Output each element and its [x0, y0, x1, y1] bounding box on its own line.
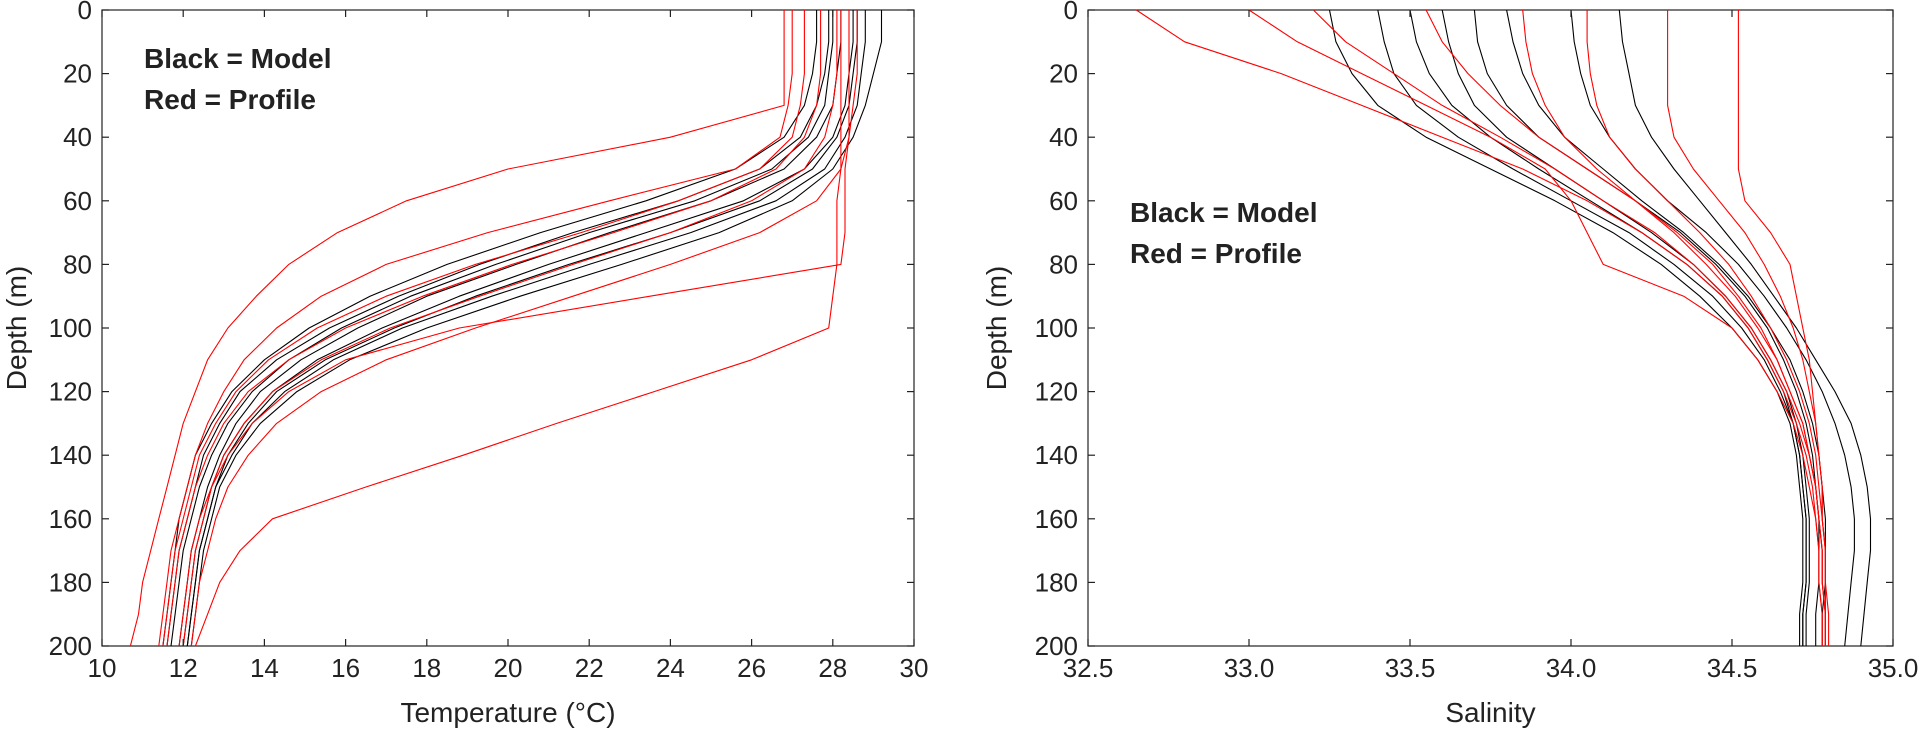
series-line-2-16	[1586, 10, 1830, 646]
y-tick-label: 140	[49, 440, 92, 470]
annotation-model: Black = Model	[1130, 197, 1318, 228]
y-tick-label: 0	[1064, 0, 1078, 25]
annotation-model: Black = Model	[144, 43, 332, 74]
y-tick-label: 180	[49, 567, 92, 597]
plot-frame-2	[1087, 9, 1894, 647]
annotation-profile: Red = Profile	[1130, 238, 1302, 269]
y-tick-label: 200	[1035, 631, 1078, 661]
y-tick-label: 0	[78, 0, 92, 25]
series-line-1-15	[194, 10, 842, 647]
y-tick-label: 40	[63, 122, 92, 152]
x-tick-label: 30	[900, 653, 929, 683]
series-line-2-1	[1441, 9, 1810, 646]
series-line-1-13	[129, 10, 785, 647]
y-tick-label: 20	[1049, 59, 1078, 89]
x-tick-label: 18	[412, 653, 441, 683]
x-tick-label: 35.0	[1868, 653, 1919, 683]
series-line-2-6	[1473, 9, 1820, 646]
y-tick-label: 120	[49, 377, 92, 407]
y-tick-label: 100	[1035, 313, 1078, 343]
x-tick-label: 20	[494, 653, 523, 683]
x-tick-label: 22	[575, 653, 604, 683]
x-tick-label: 10	[88, 653, 117, 683]
y-tick-label: 180	[1035, 567, 1078, 597]
series-line-1-6	[190, 10, 883, 647]
series-line-2-8	[1409, 9, 1807, 646]
series-line-1-8	[186, 10, 858, 647]
y-tick-label: 160	[1035, 504, 1078, 534]
y-tick-label: 160	[49, 504, 92, 534]
x-tick-label: 16	[331, 653, 360, 683]
x-tick-label: 24	[656, 653, 685, 683]
y-tick-label: 40	[1049, 122, 1078, 152]
series-line-2-9	[1135, 9, 1823, 646]
x-axis-label: Temperature (°C)	[400, 697, 615, 728]
series-line-2-7	[1618, 9, 1872, 647]
y-tick-label: 60	[63, 186, 92, 216]
y-tick-label: 140	[1035, 440, 1078, 470]
series-line-1-16	[166, 10, 822, 647]
series-line-1-14	[190, 10, 858, 647]
y-axis-label: Depth (m)	[981, 266, 1012, 390]
y-tick-label: 20	[63, 59, 92, 89]
x-axis-label: Salinity	[1445, 697, 1535, 728]
x-tick-label: 14	[250, 653, 279, 683]
y-tick-label: 60	[1049, 186, 1078, 216]
y-tick-label: 200	[49, 631, 92, 661]
series-line-2-13	[1667, 10, 1826, 646]
x-tick-label: 28	[818, 653, 847, 683]
x-tick-label: 33.0	[1224, 653, 1275, 683]
x-tick-label: 32.5	[1063, 653, 1114, 683]
y-tick-label: 120	[1035, 377, 1078, 407]
series-line-2-12	[1425, 9, 1826, 646]
series-line-2-4	[1570, 9, 1855, 647]
x-tick-label: 26	[737, 653, 766, 683]
series-line-2-15	[1522, 9, 1826, 646]
y-tick-label: 80	[63, 249, 92, 279]
series-line-1-12	[182, 10, 838, 647]
y-tick-label: 80	[1049, 249, 1078, 279]
series-line-1-9	[158, 10, 793, 647]
y-tick-label: 100	[49, 313, 92, 343]
annotation-profile: Red = Profile	[144, 84, 316, 115]
y-axis-label: Depth (m)	[1, 266, 32, 390]
series-line-1-10	[178, 10, 850, 647]
series-line-2-14	[1248, 9, 1823, 646]
x-tick-label: 34.0	[1546, 653, 1597, 683]
series-line-1-11	[162, 10, 805, 647]
series-line-2-2	[1506, 9, 1826, 646]
x-tick-label: 12	[169, 653, 198, 683]
series-line-1-7	[170, 10, 834, 647]
x-tick-label: 34.5	[1707, 653, 1758, 683]
x-tick-label: 33.5	[1385, 653, 1436, 683]
